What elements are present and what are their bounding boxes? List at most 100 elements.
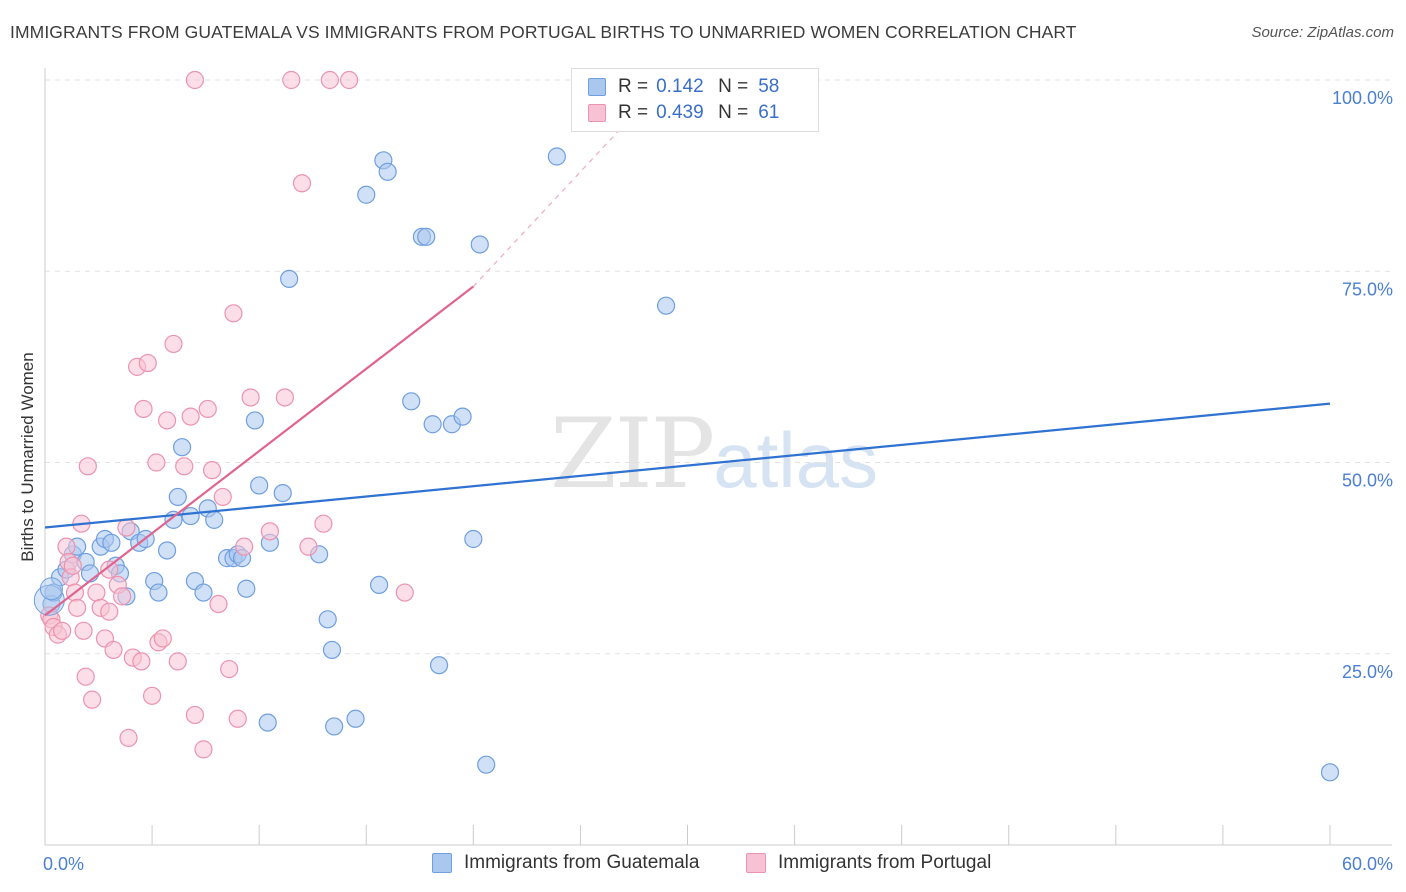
- trend-line-guatemala: [44, 402, 1331, 529]
- point-guatemala: [322, 640, 342, 660]
- point-portugal: [100, 602, 119, 621]
- point-guatemala: [194, 583, 213, 602]
- bottom-legend-portugal: Immigrants from Portugal: [746, 852, 991, 874]
- bottom-legend-swatch-guatemala: [432, 853, 452, 873]
- bottom-legend-label-guatemala: Immigrants from Guatemala: [464, 852, 700, 873]
- legend-n-label: N =: [718, 102, 749, 123]
- point-portugal: [224, 304, 243, 323]
- point-portugal: [164, 334, 183, 354]
- axes: [44, 68, 1392, 846]
- y-tick-label: 75.0%: [1342, 279, 1393, 299]
- point-portugal: [314, 514, 333, 533]
- point-portugal: [228, 709, 247, 728]
- point-portugal: [147, 453, 166, 472]
- point-portugal: [340, 70, 359, 90]
- point-guatemala: [370, 575, 389, 595]
- watermark-zip: ZIP: [550, 398, 715, 510]
- legend-n-value: 61: [758, 102, 780, 123]
- point-portugal: [153, 629, 172, 648]
- legend-r-value: 0.142: [656, 76, 704, 97]
- point-portugal: [220, 659, 239, 679]
- point-portugal: [53, 621, 72, 640]
- point-portugal: [320, 70, 339, 90]
- point-guatemala: [280, 269, 299, 288]
- point-portugal: [260, 522, 279, 541]
- point-portugal: [119, 728, 138, 748]
- legend: R = 0.142 N = 58 R = 0.439 N = 61: [571, 68, 819, 132]
- point-guatemala: [656, 296, 676, 315]
- point-guatemala: [547, 147, 566, 166]
- point-portugal: [181, 407, 200, 426]
- point-guatemala: [325, 717, 344, 736]
- point-portugal: [168, 652, 187, 671]
- point-guatemala: [357, 185, 376, 204]
- point-guatemala: [423, 415, 442, 434]
- y-tick-label: 100.0%: [1332, 88, 1393, 108]
- point-portugal: [138, 353, 157, 373]
- point-portugal: [235, 537, 254, 556]
- legend-r-label: R =: [618, 76, 649, 97]
- bottom-legend-label-portugal: Immigrants from Portugal: [778, 852, 992, 873]
- point-portugal: [209, 594, 228, 614]
- point-portugal: [241, 388, 260, 407]
- point-guatemala: [245, 411, 264, 430]
- point-portugal: [175, 457, 194, 476]
- point-portugal: [275, 388, 294, 407]
- point-guatemala: [181, 506, 200, 526]
- trend-line-portugal: [44, 285, 475, 617]
- point-guatemala: [258, 713, 277, 732]
- point-portugal: [78, 457, 97, 476]
- axis-labels: 25.0% 50.0% 75.0% 100.0% 0.0% 60.0% Births to …: [18, 88, 1393, 874]
- point-portugal: [292, 174, 312, 193]
- y-tick-label: 50.0%: [1342, 471, 1393, 491]
- point-portugal: [157, 411, 177, 430]
- bottom-legend-guatemala: Immigrants from Guatemala: [432, 852, 699, 874]
- point-portugal: [185, 705, 205, 725]
- point-portugal: [299, 537, 318, 556]
- point-guatemala: [1320, 763, 1340, 782]
- point-guatemala: [80, 564, 100, 583]
- chart-title: IMMIGRANTS FROM GUATEMALA VS IMMIGRANTS …: [10, 22, 1077, 42]
- point-guatemala: [470, 235, 489, 254]
- data-points: [33, 70, 1340, 782]
- point-portugal: [68, 598, 87, 617]
- legend-r-label: R =: [618, 102, 649, 123]
- point-portugal: [213, 487, 232, 507]
- point-guatemala: [157, 541, 177, 560]
- legend-row-portugal: R = 0.439 N = 61: [588, 100, 779, 126]
- point-guatemala: [346, 709, 365, 728]
- legend-swatch-portugal: [588, 104, 606, 122]
- point-guatemala: [172, 438, 192, 457]
- point-portugal: [282, 70, 301, 90]
- watermark: ZIPatlas: [550, 398, 878, 510]
- legend-n-value: 58: [758, 76, 780, 97]
- y-axis-title: Births to Unmarried Women: [18, 352, 37, 561]
- legend-n-label: N =: [718, 76, 749, 97]
- point-guatemala: [378, 162, 397, 181]
- x-tick-label: 0.0%: [43, 854, 84, 874]
- point-portugal: [185, 70, 205, 90]
- point-portugal: [83, 690, 102, 709]
- point-guatemala: [273, 484, 292, 503]
- point-guatemala: [250, 476, 269, 495]
- point-portugal: [142, 686, 162, 705]
- point-portugal: [104, 640, 123, 660]
- trend-lines: [44, 79, 1331, 617]
- point-portugal: [112, 587, 132, 606]
- point-portugal: [87, 583, 106, 602]
- trend-line-portugal-extension: [472, 79, 667, 287]
- x-tick-label: 60.0%: [1342, 854, 1393, 874]
- point-portugal: [57, 537, 76, 556]
- point-guatemala: [453, 407, 472, 426]
- point-guatemala: [318, 610, 337, 629]
- gridlines: [45, 79, 1392, 655]
- point-guatemala: [464, 529, 483, 549]
- point-guatemala: [205, 510, 224, 529]
- point-guatemala: [237, 579, 256, 598]
- point-portugal: [198, 399, 217, 419]
- point-guatemala: [149, 583, 168, 602]
- legend-r-value: 0.439: [656, 102, 704, 123]
- source-label: Source: ZipAtlas.com: [1251, 24, 1394, 41]
- point-guatemala: [417, 227, 436, 246]
